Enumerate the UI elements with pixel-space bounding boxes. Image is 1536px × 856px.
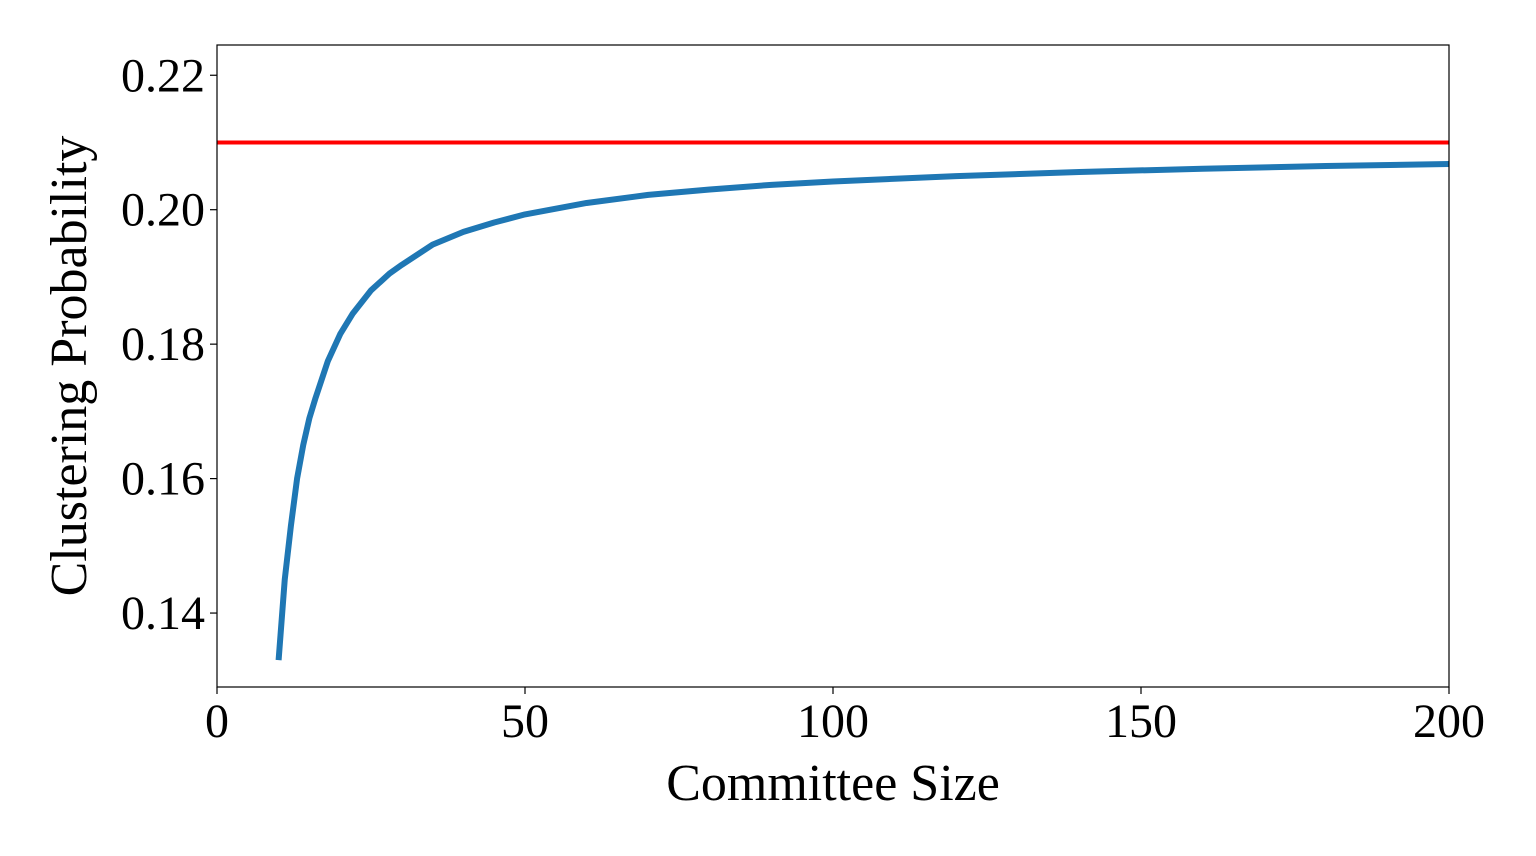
x-tick-label: 100 <box>797 695 869 748</box>
y-tick-label: 0.22 <box>121 49 205 102</box>
x-tick-label: 50 <box>501 695 549 748</box>
x-tick-label: 150 <box>1105 695 1177 748</box>
series-layer <box>217 140 1449 661</box>
x-axis-title: Committee Size <box>666 755 1000 812</box>
x-tick-label: 0 <box>205 695 229 748</box>
y-tick-label: 0.18 <box>121 318 205 371</box>
y-tick-label: 0.14 <box>121 587 205 640</box>
y-tick-label: 0.16 <box>121 453 205 506</box>
x-axis: 0 50 100 150 200 <box>205 687 1485 748</box>
series-line-curve <box>275 160 1449 661</box>
y-axis-title: Clustering Probability <box>41 136 98 597</box>
y-axis: 0.14 0.16 0.18 0.20 0.22 <box>121 49 217 640</box>
y-tick-label: 0.20 <box>121 184 205 237</box>
x-tick-label: 200 <box>1413 695 1485 748</box>
